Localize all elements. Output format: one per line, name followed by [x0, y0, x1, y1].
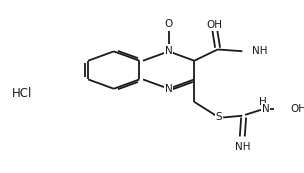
- Text: H: H: [259, 97, 267, 107]
- Text: N: N: [262, 104, 269, 114]
- Text: HCl: HCl: [12, 87, 33, 100]
- Text: NH: NH: [234, 142, 250, 152]
- Text: OH: OH: [207, 20, 223, 30]
- Text: OH: OH: [290, 104, 304, 114]
- Text: O: O: [164, 19, 173, 29]
- Text: N: N: [165, 46, 172, 56]
- Text: N: N: [165, 84, 172, 94]
- Text: NH: NH: [252, 46, 268, 56]
- Text: S: S: [216, 112, 222, 122]
